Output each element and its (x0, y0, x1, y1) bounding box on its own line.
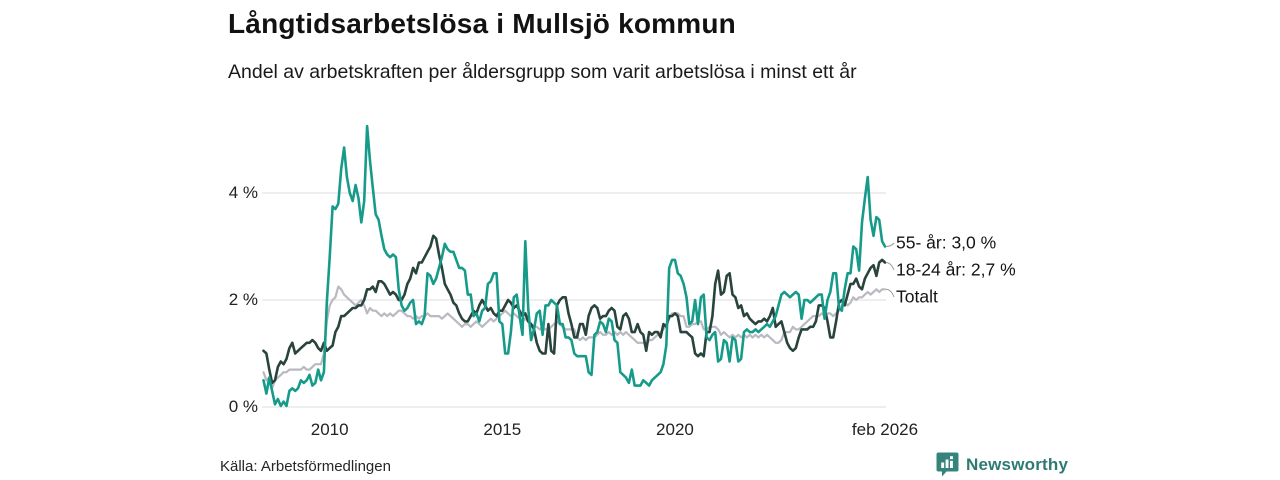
end-label-Totalt: Totalt (896, 286, 938, 307)
end-label-18-24 år: 18-24 år: 2,7 % (896, 259, 1016, 280)
series-line-18-24 år (262, 234, 887, 385)
leader-line (885, 288, 895, 298)
y-tick-label: 4 % (228, 183, 258, 202)
newsworthy-wordmark: Newsworthy (966, 454, 1069, 474)
source-note: Källa: Arbetsförmedlingen (220, 458, 391, 475)
leader-line (885, 242, 895, 247)
x-tick-label: 2020 (656, 420, 694, 439)
leader-line (885, 262, 895, 271)
end-label-55- år: 55- år: 3,0 % (896, 232, 997, 253)
x-tick-label: 2015 (483, 420, 522, 439)
series-line-55- år (262, 124, 887, 408)
newsworthy-bar-chart-icon (936, 452, 959, 477)
x-tick-label: feb 2026 (851, 420, 919, 439)
page-title: Långtidsarbetslösa i Mullsjö kommun (228, 8, 736, 39)
newsworthy-logo: Newsworthy (936, 452, 1068, 477)
x-tick-label: 2010 (310, 420, 349, 439)
y-tick-label: 2 % (228, 290, 258, 309)
y-tick-label: 0 % (228, 397, 258, 416)
chart-subtitle: Andel av arbetskraften per åldersgrupp s… (228, 61, 857, 83)
series-line-Totalt (262, 285, 887, 390)
